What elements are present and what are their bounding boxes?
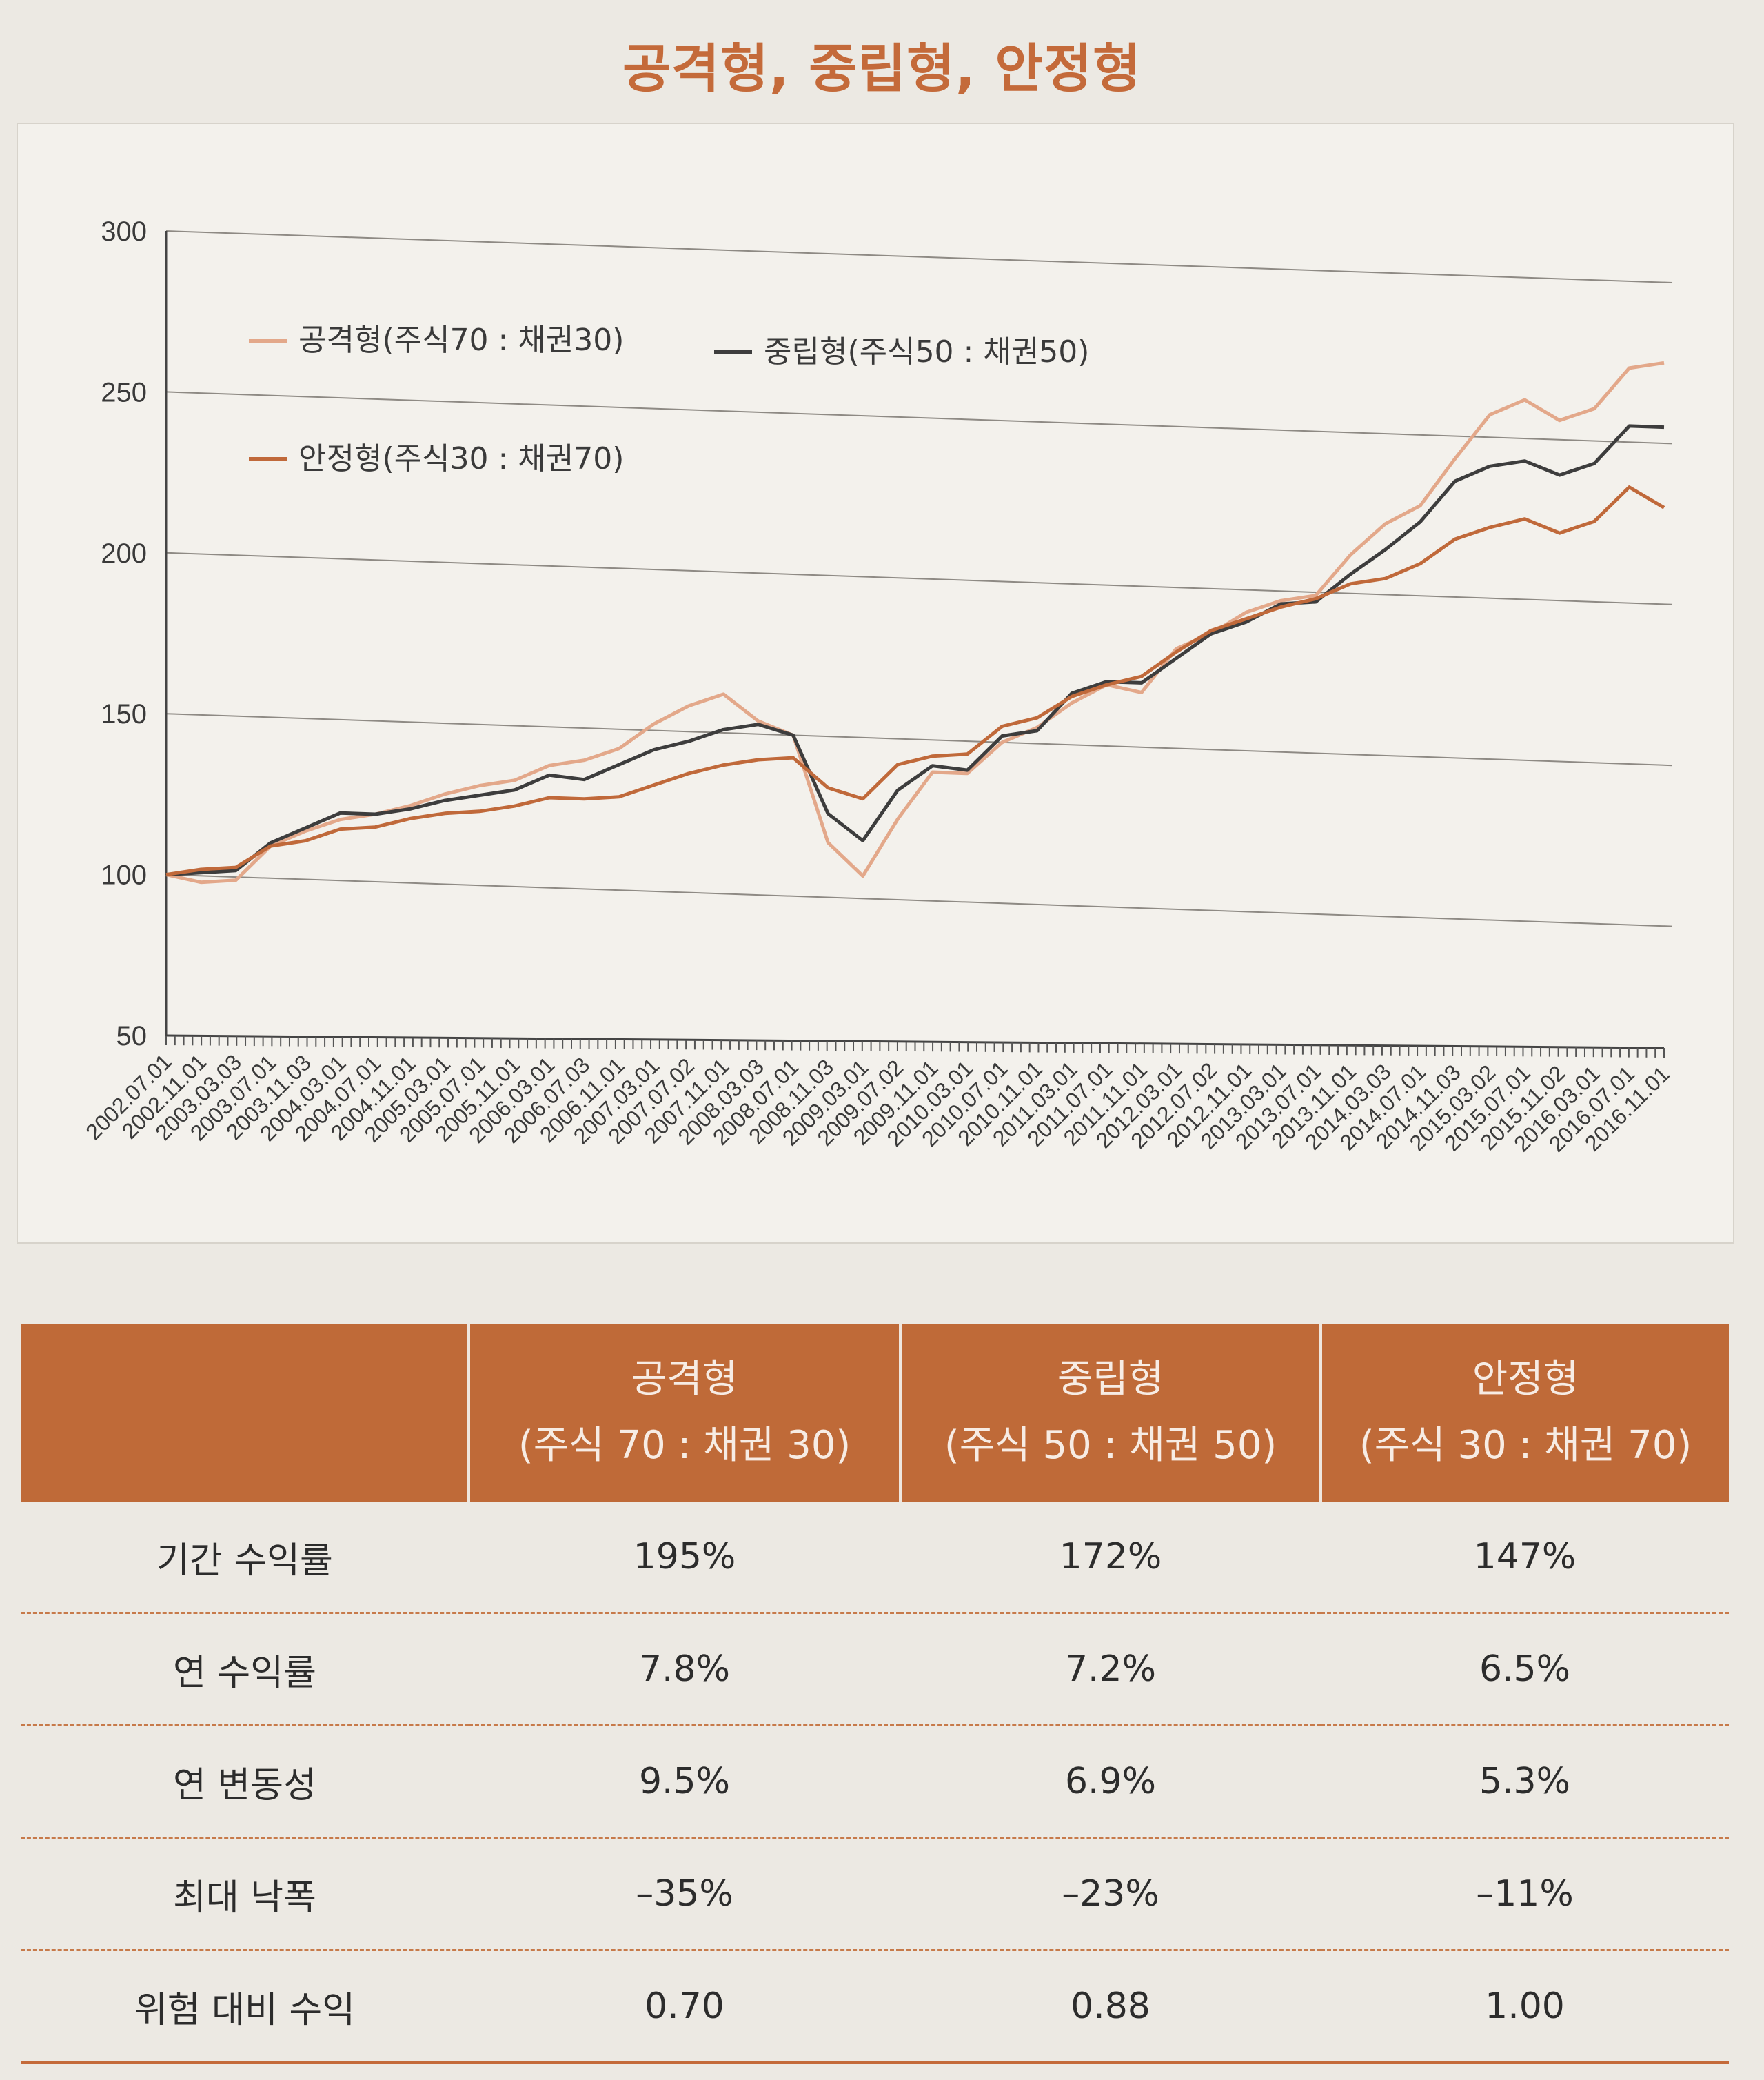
header-sub: (주식 30 : 채권 70) [1359,1423,1692,1468]
y-tick-label: 150 [101,699,147,729]
table-cell: 7.8% [469,1613,900,1726]
table-cell: –11% [1321,1837,1729,1951]
table-row: 연 수익률 7.8% 7.2% 6.5% [21,1613,1729,1726]
header-sub: (주식 50 : 채권 50) [944,1423,1277,1468]
series-line-1 [165,361,1665,885]
table-row: 최대 낙폭 –35% –23% –11% [21,1837,1729,1951]
header-name: 공격형 [631,1357,738,1402]
line-chart: 300250200150100502002.07.012002.11.01200… [81,216,1674,1157]
table-cell: 0.88 [900,1950,1321,2064]
row-label: 기간 수익률 [21,1502,469,1614]
page-title: 공격형, 중립형, 안정형 [622,38,1142,99]
y-tick-label: 100 [101,860,147,891]
header-cell-neutral: 중립형 (주식 50 : 채권 50) [899,1324,1321,1502]
table-cell: 0.70 [469,1950,900,2064]
y-tick-label: 50 [116,1021,148,1051]
legend-label: 공격형(주식70 : 채권30) [298,323,624,358]
table-row: 위험 대비 수익 0.70 0.88 1.00 [21,1950,1729,2064]
series-line-3 [165,485,1665,877]
header-cell-empty [21,1324,469,1502]
row-label: 위험 대비 수익 [21,1950,469,2064]
legend-label: 중립형(주식50 : 채권50) [764,334,1089,370]
table-cell: –23% [900,1837,1321,1951]
gridline [165,230,1673,283]
table-row: 연 변동성 9.5% 6.9% 5.3% [21,1725,1729,1839]
table-header-row: 공격형 (주식 70 : 채권 30) 중립형 (주식 50 : 채권 50) … [21,1324,1729,1502]
table-cell: –35% [469,1837,900,1951]
header-cell-aggressive: 공격형 (주식 70 : 채권 30) [467,1324,900,1502]
header-name: 안정형 [1472,1357,1579,1402]
stats-table: 공격형 (주식 70 : 채권 30) 중립형 (주식 50 : 채권 50) … [21,1324,1729,2064]
table-row: 기간 수익률 195% 172% 147% [21,1502,1729,1614]
y-tick-label: 250 [101,377,147,407]
header-cell-stable: 안정형 (주식 30 : 채권 70) [1319,1324,1729,1502]
table-cell: 195% [469,1502,900,1614]
table-cell: 6.9% [900,1725,1321,1839]
y-tick-label: 200 [101,538,147,569]
gridline [165,391,1673,445]
legend-label: 안정형(주식30 : 채권70) [298,441,624,476]
gridline [165,552,1673,605]
row-label: 연 변동성 [21,1725,469,1839]
table-cell: 147% [1321,1502,1729,1614]
table-cell: 7.2% [900,1613,1321,1726]
header-name: 중립형 [1057,1357,1164,1402]
header-sub: (주식 70 : 채권 30) [518,1423,851,1468]
y-tick-label: 300 [101,216,147,247]
gridline [165,713,1673,767]
table-cell: 9.5% [469,1725,900,1839]
series-line-2 [165,424,1665,877]
table-cell: 6.5% [1321,1613,1729,1726]
gridline [165,874,1673,927]
chart-panel: 300 250 200 150 100 50 2002.07.01 2002.11.01 200… [17,123,1734,1244]
table-cell: 5.3% [1321,1725,1729,1839]
table-cell: 172% [900,1502,1321,1614]
row-label: 최대 낙폭 [21,1837,469,1951]
table-cell: 1.00 [1321,1950,1729,2064]
row-label: 연 수익률 [21,1613,469,1726]
